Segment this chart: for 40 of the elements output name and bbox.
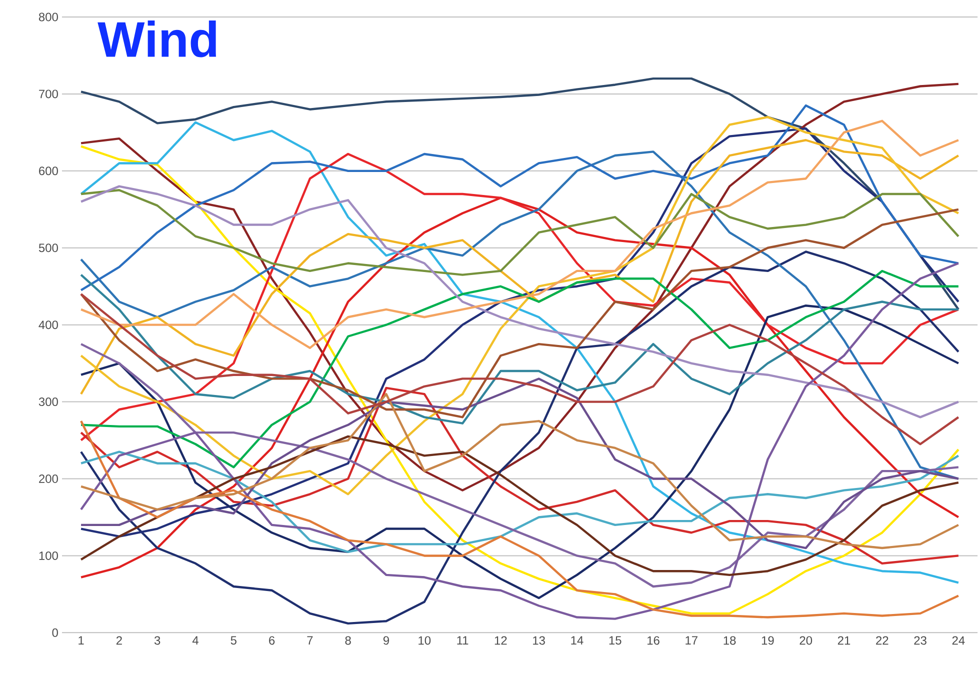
x-tick-label: 1 [78, 636, 84, 645]
y-tick-label: 0 [52, 628, 58, 638]
line-series [80, 189, 960, 276]
x-tick-label: 9 [383, 636, 389, 645]
x-tick-label: 24 [952, 636, 965, 645]
y-tick-label: 500 [38, 244, 58, 252]
x-tick-label: 7 [307, 636, 313, 645]
x-tick-label: 10 [418, 636, 431, 645]
x-tick-label: 22 [876, 636, 888, 645]
line-series [80, 270, 960, 468]
x-tick-label: 3 [154, 636, 160, 645]
x-tick-label: 2 [116, 636, 122, 645]
line-series [80, 274, 960, 425]
y-tick-label: 100 [39, 552, 58, 560]
x-tick-label: 21 [838, 636, 850, 645]
y-tick-label: 700 [39, 90, 58, 98]
x-tick-label: 13 [533, 636, 545, 645]
x-tick-label: 5 [230, 636, 236, 645]
x-tick-label: 15 [609, 636, 622, 645]
y-tick-label: 400 [38, 320, 58, 330]
x-tick-label: 16 [648, 636, 660, 645]
x-tick-label: 17 [686, 636, 698, 645]
y-tick-label: 300 [38, 398, 58, 406]
x-tick-label: 6 [269, 636, 275, 645]
x-tick-label: 8 [345, 636, 351, 645]
y-tick-label: 600 [39, 166, 58, 176]
chart-title: Wind [98, 20, 216, 58]
y-tick-label: 200 [39, 474, 58, 484]
line-series [80, 436, 960, 576]
line-series [80, 420, 960, 619]
x-tick-label: 20 [800, 636, 812, 645]
x-tick-label: 4 [192, 636, 198, 645]
x-tick-label: 14 [571, 636, 584, 645]
line-series [80, 293, 960, 446]
x-tick-label: 18 [724, 636, 736, 645]
y-tick-label: 800 [38, 12, 58, 22]
x-tick-label: 19 [762, 636, 774, 645]
x-tick-label: 12 [494, 636, 507, 645]
x-tick-label: 11 [457, 636, 468, 645]
x-tick-label: 23 [914, 636, 926, 645]
